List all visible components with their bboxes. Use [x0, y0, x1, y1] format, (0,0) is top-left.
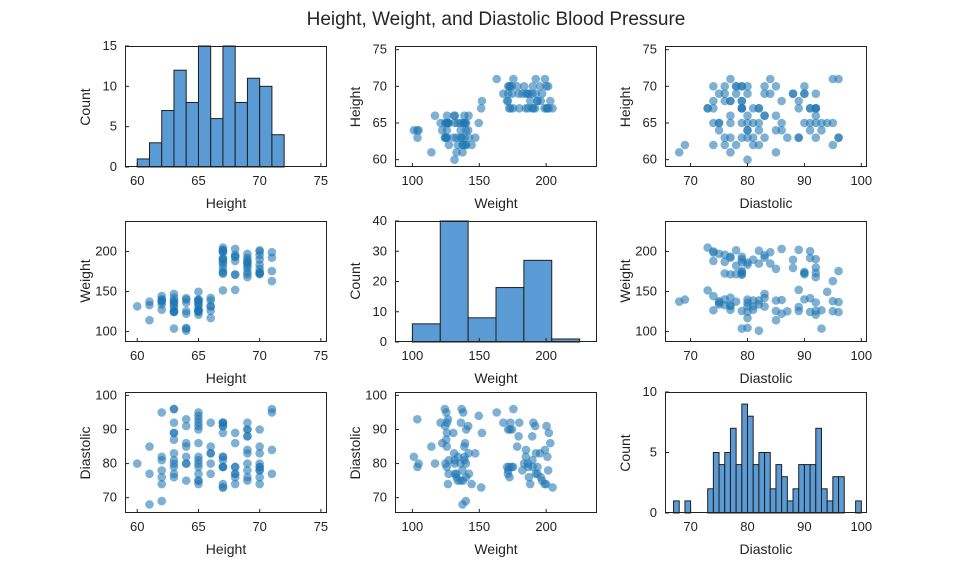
svg-text:150: 150 — [468, 173, 490, 188]
svg-text:65: 65 — [191, 173, 205, 188]
svg-text:200: 200 — [535, 173, 557, 188]
svg-text:0: 0 — [380, 334, 387, 349]
svg-text:20: 20 — [373, 273, 387, 288]
svg-text:100: 100 — [402, 173, 424, 188]
svg-text:200: 200 — [535, 348, 557, 363]
svg-text:75: 75 — [314, 519, 328, 534]
svg-text:5: 5 — [110, 119, 117, 134]
svg-text:80: 80 — [103, 456, 117, 471]
svg-text:90: 90 — [103, 421, 117, 436]
svg-text:70: 70 — [373, 490, 387, 505]
svg-text:60: 60 — [130, 173, 144, 188]
svg-text:80: 80 — [740, 519, 754, 534]
svg-text:60: 60 — [130, 519, 144, 534]
svg-text:100: 100 — [635, 323, 657, 338]
svg-text:100: 100 — [95, 387, 117, 402]
svg-text:90: 90 — [797, 519, 811, 534]
svg-text:0: 0 — [650, 505, 657, 520]
svg-text:70: 70 — [252, 519, 266, 534]
svg-text:60: 60 — [373, 152, 387, 167]
svg-text:90: 90 — [797, 173, 811, 188]
svg-text:75: 75 — [314, 348, 328, 363]
svg-text:200: 200 — [635, 243, 657, 258]
svg-text:75: 75 — [643, 42, 657, 57]
svg-text:80: 80 — [740, 173, 754, 188]
svg-text:60: 60 — [643, 152, 657, 167]
svg-text:10: 10 — [103, 78, 117, 93]
svg-text:100: 100 — [402, 348, 424, 363]
svg-text:70: 70 — [252, 348, 266, 363]
svg-text:100: 100 — [850, 348, 872, 363]
svg-text:150: 150 — [468, 348, 490, 363]
svg-text:70: 70 — [683, 348, 697, 363]
svg-text:90: 90 — [373, 421, 387, 436]
svg-text:200: 200 — [535, 519, 557, 534]
svg-text:100: 100 — [402, 519, 424, 534]
svg-text:70: 70 — [252, 173, 266, 188]
svg-text:80: 80 — [373, 456, 387, 471]
svg-text:15: 15 — [103, 38, 117, 53]
svg-text:65: 65 — [191, 519, 205, 534]
svg-text:65: 65 — [373, 115, 387, 130]
svg-text:60: 60 — [130, 348, 144, 363]
svg-text:40: 40 — [373, 213, 387, 228]
svg-text:70: 70 — [103, 490, 117, 505]
svg-text:0: 0 — [110, 159, 117, 174]
svg-text:150: 150 — [95, 283, 117, 298]
svg-text:5: 5 — [650, 445, 657, 460]
svg-text:75: 75 — [314, 173, 328, 188]
svg-text:150: 150 — [468, 519, 490, 534]
svg-text:70: 70 — [373, 78, 387, 93]
svg-text:70: 70 — [683, 173, 697, 188]
svg-text:70: 70 — [683, 519, 697, 534]
svg-text:30: 30 — [373, 243, 387, 258]
svg-text:150: 150 — [635, 283, 657, 298]
svg-text:70: 70 — [643, 78, 657, 93]
svg-text:200: 200 — [95, 243, 117, 258]
svg-text:100: 100 — [850, 519, 872, 534]
svg-text:100: 100 — [365, 387, 387, 402]
svg-text:65: 65 — [643, 115, 657, 130]
svg-text:65: 65 — [191, 348, 205, 363]
svg-text:100: 100 — [95, 323, 117, 338]
svg-text:80: 80 — [740, 348, 754, 363]
svg-text:10: 10 — [643, 384, 657, 399]
svg-text:100: 100 — [850, 173, 872, 188]
svg-text:10: 10 — [373, 303, 387, 318]
svg-text:75: 75 — [373, 42, 387, 57]
svg-text:90: 90 — [797, 348, 811, 363]
